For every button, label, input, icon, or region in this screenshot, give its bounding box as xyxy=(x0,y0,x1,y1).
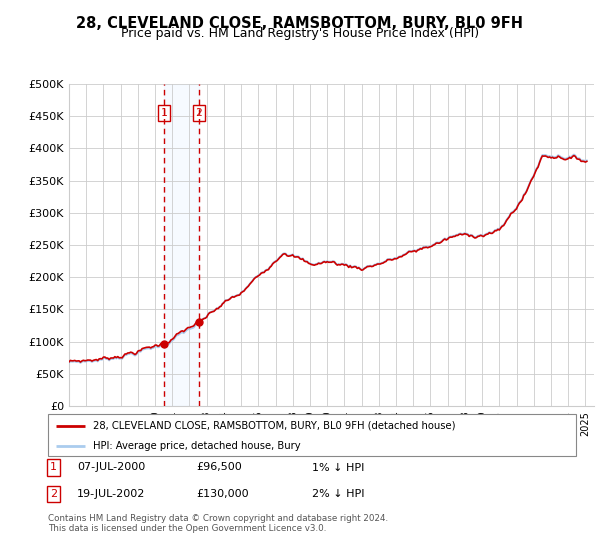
Text: 1: 1 xyxy=(50,463,57,473)
Text: 28, CLEVELAND CLOSE, RAMSBOTTOM, BURY, BL0 9FH: 28, CLEVELAND CLOSE, RAMSBOTTOM, BURY, B… xyxy=(77,16,523,31)
Text: 28, CLEVELAND CLOSE, RAMSBOTTOM, BURY, BL0 9FH (detached house): 28, CLEVELAND CLOSE, RAMSBOTTOM, BURY, B… xyxy=(93,421,455,431)
Text: Contains HM Land Registry data © Crown copyright and database right 2024.
This d: Contains HM Land Registry data © Crown c… xyxy=(48,514,388,534)
Bar xyxy=(164,84,199,406)
Text: 1% ↓ HPI: 1% ↓ HPI xyxy=(312,463,364,473)
Text: 2: 2 xyxy=(50,489,57,499)
Text: HPI: Average price, detached house, Bury: HPI: Average price, detached house, Bury xyxy=(93,441,301,451)
Text: £96,500: £96,500 xyxy=(196,463,242,473)
Text: 19-JUL-2002: 19-JUL-2002 xyxy=(77,489,145,499)
Text: 2% ↓ HPI: 2% ↓ HPI xyxy=(312,489,365,499)
Text: Price paid vs. HM Land Registry's House Price Index (HPI): Price paid vs. HM Land Registry's House … xyxy=(121,27,479,40)
Text: 07-JUL-2000: 07-JUL-2000 xyxy=(77,463,145,473)
Text: 2: 2 xyxy=(196,108,202,118)
Text: 1: 1 xyxy=(161,108,167,118)
FancyBboxPatch shape xyxy=(48,414,576,456)
Text: £130,000: £130,000 xyxy=(196,489,248,499)
